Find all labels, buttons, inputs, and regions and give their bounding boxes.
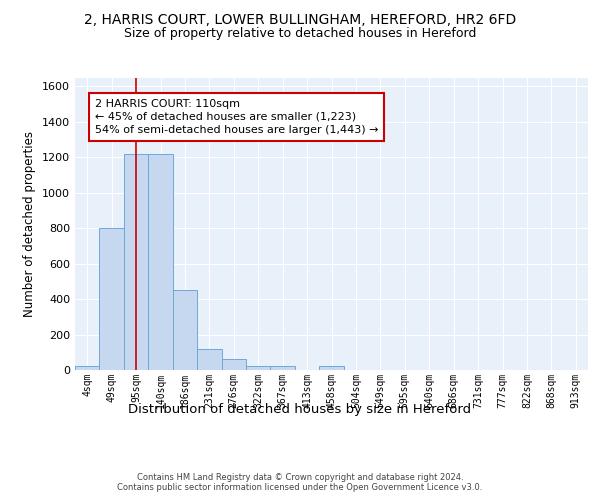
Text: 2 HARRIS COURT: 110sqm
← 45% of detached houses are smaller (1,223)
54% of semi-: 2 HARRIS COURT: 110sqm ← 45% of detached… [95, 99, 378, 135]
Bar [221, 360, 246, 370]
Y-axis label: Number of detached properties: Number of detached properties [23, 130, 37, 317]
Text: 2, HARRIS COURT, LOWER BULLINGHAM, HEREFORD, HR2 6FD: 2, HARRIS COURT, LOWER BULLINGHAM, HEREF… [84, 12, 516, 26]
Bar [148, 154, 173, 370]
Bar [319, 366, 344, 370]
Text: Distribution of detached houses by size in Hereford: Distribution of detached houses by size … [128, 402, 472, 415]
Text: Size of property relative to detached houses in Hereford: Size of property relative to detached ho… [124, 28, 476, 40]
Bar [246, 366, 271, 370]
Bar [124, 154, 148, 370]
Bar [271, 366, 295, 370]
Text: Contains HM Land Registry data © Crown copyright and database right 2024.
Contai: Contains HM Land Registry data © Crown c… [118, 473, 482, 492]
Bar [173, 290, 197, 370]
Bar [75, 366, 100, 370]
Bar [100, 228, 124, 370]
Bar [197, 348, 221, 370]
